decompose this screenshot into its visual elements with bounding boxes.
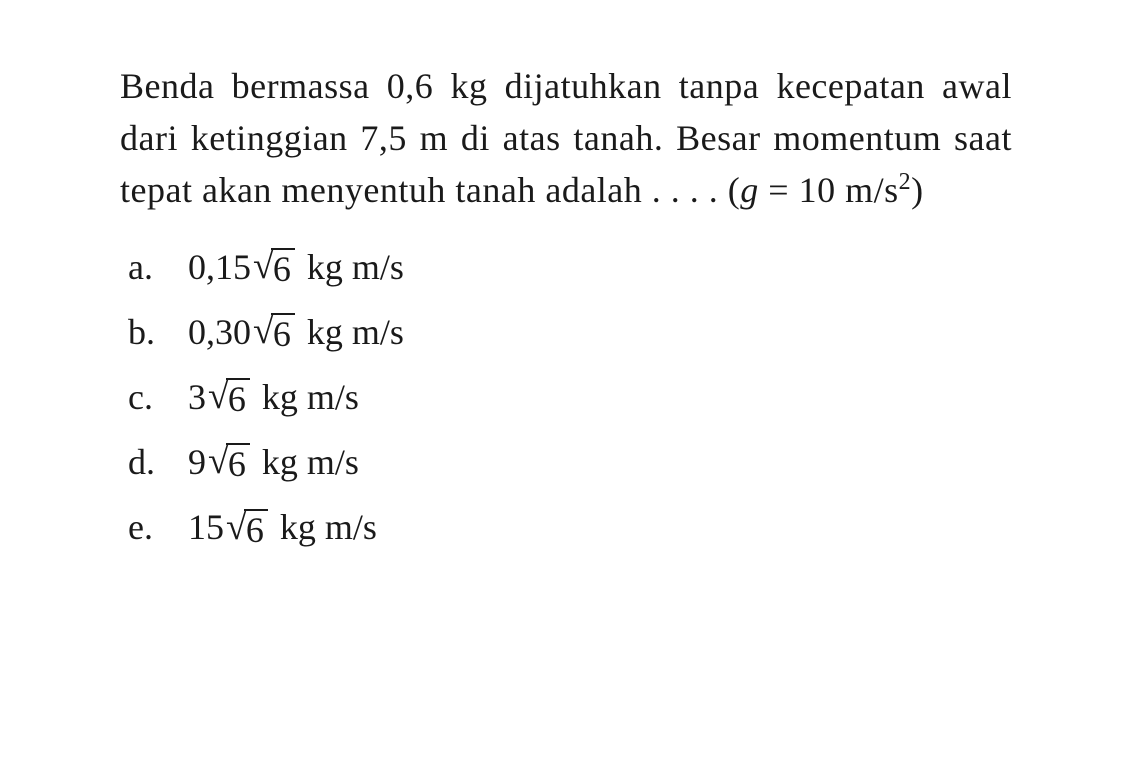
unit: kg m/s [262, 367, 359, 428]
option-b: b. 0,30√6 kg m/s [128, 302, 1012, 363]
coefficient: 0,30 [188, 302, 251, 363]
question-stem: Benda bermassa 0,6 kg dijatuhkan tanpa k… [120, 60, 1012, 217]
unit: kg m/s [280, 497, 377, 558]
option-d: d. 9√6 kg m/s [128, 432, 1012, 493]
radicand: 6 [226, 378, 250, 420]
radicand: 6 [244, 509, 268, 551]
coefficient: 0,15 [188, 237, 251, 298]
option-value: 3√6 kg m/s [188, 367, 359, 428]
question-line-4-eq: = 10 m/s [759, 170, 899, 210]
question-line-4-suffix: ) [911, 170, 924, 210]
option-label: a. [128, 237, 188, 298]
radicand: 6 [226, 443, 250, 485]
sqrt-icon: √6 [226, 506, 268, 551]
sqrt-icon: √6 [208, 440, 250, 485]
option-value: 9√6 kg m/s [188, 432, 359, 493]
physics-question: Benda bermassa 0,6 kg dijatuhkan tanpa k… [120, 60, 1012, 559]
question-line-4-prefix: tanah adalah . . . . ( [455, 170, 740, 210]
option-label: e. [128, 497, 188, 558]
unit: kg m/s [307, 302, 404, 363]
coefficient: 3 [188, 367, 206, 428]
radicand: 6 [271, 248, 295, 290]
option-c: c. 3√6 kg m/s [128, 367, 1012, 428]
sqrt-icon: √6 [253, 310, 295, 355]
option-label: d. [128, 432, 188, 493]
option-e: e. 15√6 kg m/s [128, 497, 1012, 558]
unit: kg m/s [262, 432, 359, 493]
answer-options: a. 0,15√6 kg m/s b. 0,30√6 kg m/s c. 3√6… [120, 237, 1012, 559]
unit: kg m/s [307, 237, 404, 298]
radicand: 6 [271, 313, 295, 355]
option-value: 0,30√6 kg m/s [188, 302, 404, 363]
question-line-1: Benda bermassa 0,6 kg dijatuhkan tanpa [120, 66, 759, 106]
option-a: a. 0,15√6 kg m/s [128, 237, 1012, 298]
option-value: 0,15√6 kg m/s [188, 237, 404, 298]
coefficient: 15 [188, 497, 224, 558]
squared-exponent: 2 [899, 169, 912, 195]
option-label: b. [128, 302, 188, 363]
option-label: c. [128, 367, 188, 428]
coefficient: 9 [188, 432, 206, 493]
option-value: 15√6 kg m/s [188, 497, 377, 558]
sqrt-icon: √6 [208, 375, 250, 420]
sqrt-icon: √6 [253, 245, 295, 290]
gravity-variable: g [740, 170, 759, 210]
